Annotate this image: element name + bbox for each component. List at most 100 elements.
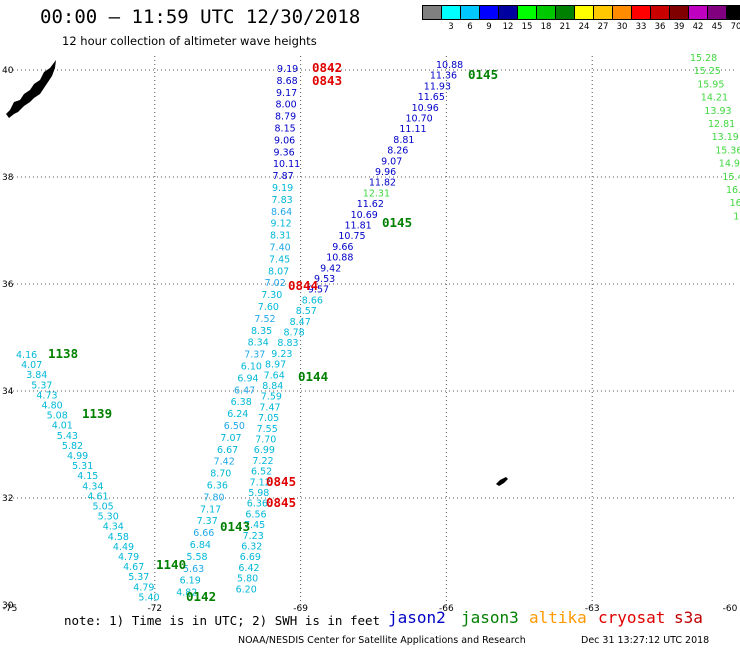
track-c-reading: 4.07 [21,360,42,371]
track-b-reading: 7.70 [255,435,276,446]
track-b-reading: 6.56 [245,509,266,520]
track-b-reading: 6.69 [240,552,261,563]
track-b-reading: 6.36 [247,499,268,510]
track-b-reading: 9.23 [271,349,292,360]
track-c-reading: 4.34 [82,481,103,492]
track-d-reading: 15.25 [694,66,721,77]
track-b-reading: 7.47 [259,402,280,413]
track-a-reading: 10.11 [273,159,300,170]
track-a-reading: 7.02 [265,278,286,289]
track-a-reading: 8.70 [210,469,231,480]
track-b-reading: 11.36 [430,71,457,82]
track-a-reading: 7.07 [220,433,241,444]
track-b-reading: 8.78 [284,328,305,339]
legend-tick-label: 9 [486,22,492,32]
track-b-reading: 11.65 [418,92,445,103]
track-d-reading: 14.21 [701,93,728,104]
pass-time-label: 0845 [266,474,296,489]
track-b-reading: 6.42 [238,563,259,574]
track-a-reading: 6.94 [237,373,258,384]
track-b-reading: 7.59 [261,392,282,403]
pass-time-label: 0145 [382,215,412,230]
x-tick-label: -72 [147,604,162,614]
track-a-reading: 8.15 [275,124,296,135]
track-b-reading: 11.62 [357,199,384,210]
generated-timestamp: Dec 31 13:27:12 UTC 2018 [581,635,710,646]
track-c-reading: 4.58 [108,532,129,543]
legend-jason2: jason2 [388,608,446,627]
track-b-reading: 12.31 [363,188,390,199]
track-b-reading: 8.84 [262,381,283,392]
pass-time-label: 0142 [186,589,216,604]
track-b-reading: 6.99 [254,445,275,456]
track-d-reading: 16 [730,198,740,209]
track-a-reading: 9.19 [272,183,293,194]
altimeter-readings: 9.198.689.178.008.798.159.069.3610.117.8… [16,53,740,603]
track-a-reading: 5.58 [186,552,207,563]
track-c-reading: 4.79 [133,582,154,593]
track-b-reading: 8.57 [296,306,317,317]
pass-time-label: 0842 [312,60,342,75]
track-a-reading: 7.17 [200,504,221,515]
track-b-reading: 8.97 [265,360,286,371]
track-a-reading: 4.82 [176,588,197,599]
pass-time-label: 0843 [312,73,342,88]
credit-line: NOAA/NESDIS Center for Satellite Applica… [238,635,526,646]
page-title: 00:00 – 11:59 UTC 12/30/2018 [40,6,361,28]
track-d-reading: 13.19 [712,132,739,143]
legend-tick-label: 3 [448,22,454,32]
track-a-reading: 7.42 [214,457,235,468]
legend-tick-label: 6 [467,22,473,32]
track-a-reading: 8.34 [248,338,269,349]
track-c-reading: 3.84 [26,370,47,381]
coastline-shape [6,60,508,486]
legend-tick-label: 21 [559,22,571,32]
pass-time-label: 0143 [220,519,250,534]
track-b-reading: 6.20 [236,584,257,595]
pass-time-label: 1139 [82,406,112,421]
y-tick-label: 34 [2,387,14,397]
track-b-reading: 9.07 [381,156,402,167]
track-c-reading: 4.99 [67,451,88,462]
track-d-reading: 13.93 [704,106,731,117]
track-a-reading: 6.10 [241,362,262,373]
legend-tick-label: 30 [616,22,628,32]
x-tick-label: -66 [439,604,454,614]
coastline-top-left [6,60,56,118]
track-d-reading: 15.95 [697,79,724,90]
coastline-islet [496,477,508,486]
legend-tick-label: 27 [597,22,609,32]
track-b-reading: 5.98 [248,488,269,499]
track-c-reading: 4.49 [113,542,134,553]
track-b-reading: 5.80 [237,574,258,585]
track-a-reading: 8.68 [277,76,298,87]
track-a-reading: 8.35 [251,326,272,337]
track-d-reading: 14.9 [719,159,740,170]
track-b-reading: 9.42 [320,263,341,274]
legend-tick-label: 36 [654,22,666,32]
track-b-reading: 9.66 [332,242,353,253]
track-d-reading: 15.4 [722,172,740,183]
track-a-reading: 9.12 [271,219,292,230]
track-b-reading: 8.81 [393,135,414,146]
track-c-reading: 4.61 [87,491,108,502]
track-a-reading: 7.80 [203,492,224,503]
track-c-reading: 4.79 [118,552,139,563]
legend-altika: altika [529,608,587,627]
track-a-reading: 7.40 [270,243,291,254]
track-b-reading: 9.53 [314,274,335,285]
page-subtitle: 12 hour collection of altimeter wave hei… [62,34,317,48]
track-b-reading: 7.05 [258,413,279,424]
map-grid [9,56,735,605]
x-tick-label: -69 [293,604,308,614]
track-a-reading: 6.19 [180,576,201,587]
track-a-reading: 7.37 [197,516,218,527]
track-d-reading: 15.36 [715,145,740,156]
track-a-reading: 8.31 [270,231,291,242]
track-c-reading: 5.40 [138,592,159,603]
track-a-reading: 8.79 [275,112,296,123]
